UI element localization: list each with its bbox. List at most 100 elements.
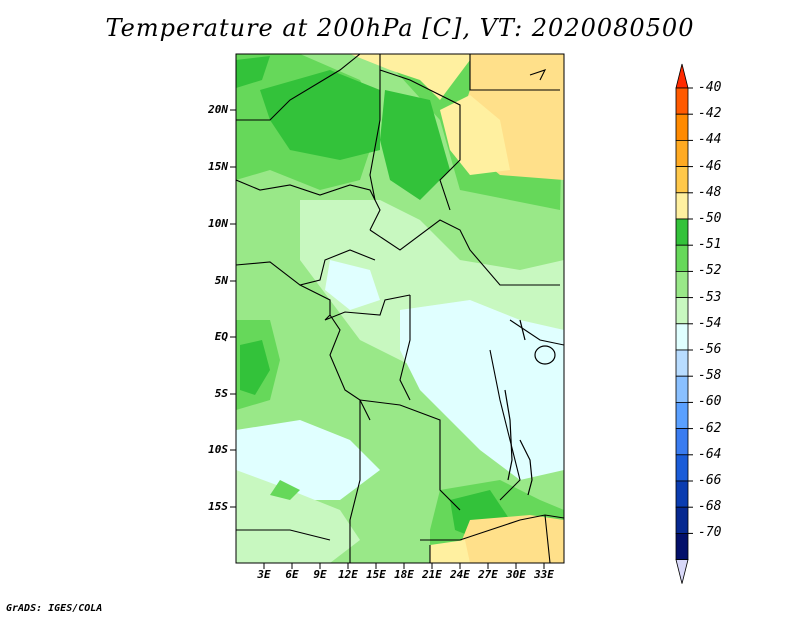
field-cyan-1 [325, 260, 380, 310]
colorbar-swatch [675, 244, 689, 272]
colorbar-label: -51 [698, 237, 722, 253]
border-12 [399, 295, 411, 401]
border-6 [369, 219, 560, 286]
lat-label-5s: 5S [214, 387, 228, 400]
colorbar-swatch [675, 480, 689, 508]
border-18 [236, 529, 331, 541]
lon-label-12e: 12E [338, 568, 358, 581]
colorbar-label: -40 [698, 80, 722, 95]
border-14 [509, 319, 564, 346]
field-south-orange [460, 515, 564, 563]
lon-label-6e: 6E [285, 568, 299, 581]
border-10 [349, 400, 361, 563]
border-7 [236, 249, 376, 286]
colorbar-swatch [675, 87, 689, 115]
colorbar-swatch [675, 428, 689, 456]
country-borders [236, 54, 564, 563]
lake-albert [519, 319, 526, 341]
colorbar-label: -66 [698, 473, 722, 488]
colorbar-swatch [675, 297, 689, 325]
credit-text: GrADS: IGES/COLA [6, 603, 103, 614]
colorbar-label: -58 [698, 368, 722, 384]
border-2 [369, 54, 381, 201]
field-cyan-east [400, 300, 564, 480]
lat-label-10n: 10N [208, 217, 228, 230]
field-yellow-ne2 [440, 95, 510, 175]
lon-label-21e: 21E [422, 568, 442, 581]
field-dark-north [260, 70, 380, 160]
border-1 [236, 54, 361, 121]
colorbar-arrow-top [675, 63, 689, 89]
colorbar-label: -42 [698, 106, 722, 122]
field-dark-sudan [380, 90, 450, 200]
colorbar [675, 63, 693, 584]
colorbar-label: -64 [698, 446, 722, 462]
lon-label-24e: 24E [450, 568, 470, 581]
colorbar-label: -68 [698, 499, 722, 515]
field-sw-spot [270, 480, 300, 500]
colorbar-swatch [675, 506, 689, 534]
colorbar-label: -44 [698, 132, 722, 148]
lake-victoria [534, 345, 556, 365]
border-15 [420, 514, 564, 541]
colorbar-swatch [675, 401, 689, 429]
colorbar-label: -46 [698, 158, 722, 174]
border-17 [544, 514, 551, 563]
lat-label-5n: 5N [214, 274, 228, 287]
colorbar-label: -56 [698, 342, 722, 357]
colorbar-swatch [675, 166, 689, 194]
lat-ticks [230, 109, 236, 508]
border-4 [469, 54, 560, 91]
colorbar-arrow-bottom [675, 559, 689, 584]
coast-ne [529, 69, 547, 81]
colorbar-swatch [675, 270, 689, 298]
lon-label-15e: 15E [366, 568, 386, 581]
colorbar-label: -50 [698, 211, 722, 226]
lon-label-27e: 27E [478, 568, 498, 581]
lat-label-20n: 20N [208, 103, 228, 116]
colorbar-swatch [675, 139, 689, 167]
map-title: Temperature at 200hPa [C], VT: 202008050… [105, 14, 695, 42]
lat-label-10s: 10S [208, 443, 228, 456]
lon-label-9e: 9E [313, 568, 327, 581]
colorbar-swatch [675, 192, 689, 220]
map-frame [235, 53, 565, 564]
colorbar-label: -52 [698, 263, 722, 279]
lat-label-eq: EQ [214, 330, 228, 343]
colorbar-label: -70 [698, 525, 722, 541]
border-3 [379, 69, 461, 211]
lat-label-15n: 15N [208, 160, 228, 173]
colorbar-label: -48 [698, 184, 722, 200]
border-11 [359, 399, 461, 511]
field-west-dark [240, 340, 270, 395]
field-dark-nw-corner [236, 56, 270, 88]
lakes [504, 319, 556, 496]
lon-label-3e: 3E [257, 568, 271, 581]
colorbar-swatch [675, 533, 689, 561]
lon-label-30e: 30E [506, 568, 526, 581]
colorbar-swatch [675, 375, 689, 403]
colorbar-swatch [675, 349, 689, 377]
border-9 [329, 314, 371, 421]
lake-tanganyika [504, 389, 513, 481]
lat-label-15s: 15S [208, 500, 228, 513]
lon-label-18e: 18E [394, 568, 414, 581]
lon-label-33e: 33E [534, 568, 554, 581]
colorbar-swatch [675, 323, 689, 351]
lake-malawi [519, 439, 533, 496]
colorbar-swatch [675, 218, 689, 246]
lon-ticks [263, 563, 545, 569]
colorbar-label: -62 [698, 420, 722, 436]
colorbar-label: -60 [698, 394, 722, 410]
border-13 [489, 349, 521, 501]
border-8 [299, 284, 411, 321]
colorbar-swatch [675, 454, 689, 482]
colorbar-label: -53 [698, 289, 722, 305]
colorbar-swatch [675, 113, 689, 141]
border-5 [236, 179, 381, 231]
field-south-yellow [430, 540, 470, 563]
field-cyan-sw [236, 420, 380, 500]
colorbar-label: -54 [698, 315, 722, 331]
temperature-field [236, 54, 564, 563]
